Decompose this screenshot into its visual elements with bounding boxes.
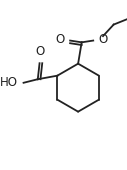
Text: O: O [36, 45, 45, 58]
Text: O: O [55, 33, 65, 46]
Text: HO: HO [0, 76, 18, 89]
Text: O: O [99, 33, 108, 46]
